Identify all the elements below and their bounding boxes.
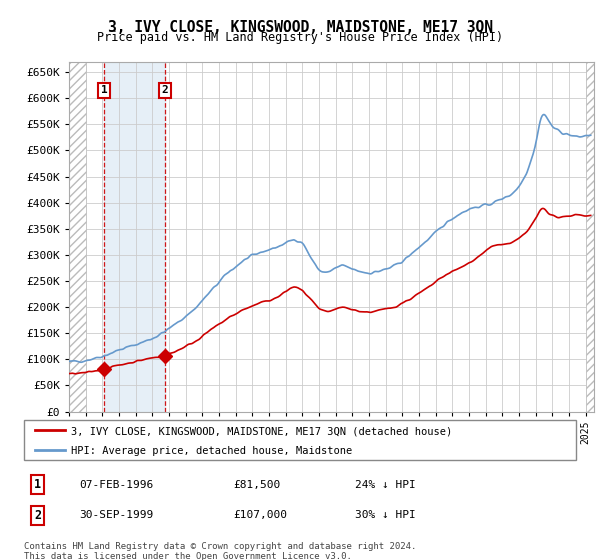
Text: HPI: Average price, detached house, Maidstone: HPI: Average price, detached house, Maid…	[71, 446, 352, 456]
Text: Contains HM Land Registry data © Crown copyright and database right 2024.
This d: Contains HM Land Registry data © Crown c…	[24, 542, 416, 560]
Text: 30% ↓ HPI: 30% ↓ HPI	[355, 510, 416, 520]
Text: 2: 2	[161, 85, 168, 95]
Bar	[104, 62, 165, 412]
Text: Price paid vs. HM Land Registry's House Price Index (HPI): Price paid vs. HM Land Registry's House …	[97, 31, 503, 44]
Text: 30-SEP-1999: 30-SEP-1999	[79, 510, 154, 520]
FancyBboxPatch shape	[24, 420, 576, 460]
Text: 2: 2	[34, 509, 41, 522]
Text: £81,500: £81,500	[234, 480, 281, 490]
Text: £107,000: £107,000	[234, 510, 288, 520]
Text: 07-FEB-1996: 07-FEB-1996	[79, 480, 154, 490]
Text: 24% ↓ HPI: 24% ↓ HPI	[355, 480, 416, 490]
Text: 1: 1	[101, 85, 107, 95]
Text: 3, IVY CLOSE, KINGSWOOD, MAIDSTONE, ME17 3QN: 3, IVY CLOSE, KINGSWOOD, MAIDSTONE, ME17…	[107, 20, 493, 35]
Text: 3, IVY CLOSE, KINGSWOOD, MAIDSTONE, ME17 3QN (detached house): 3, IVY CLOSE, KINGSWOOD, MAIDSTONE, ME17…	[71, 426, 452, 436]
Text: 1: 1	[34, 478, 41, 491]
